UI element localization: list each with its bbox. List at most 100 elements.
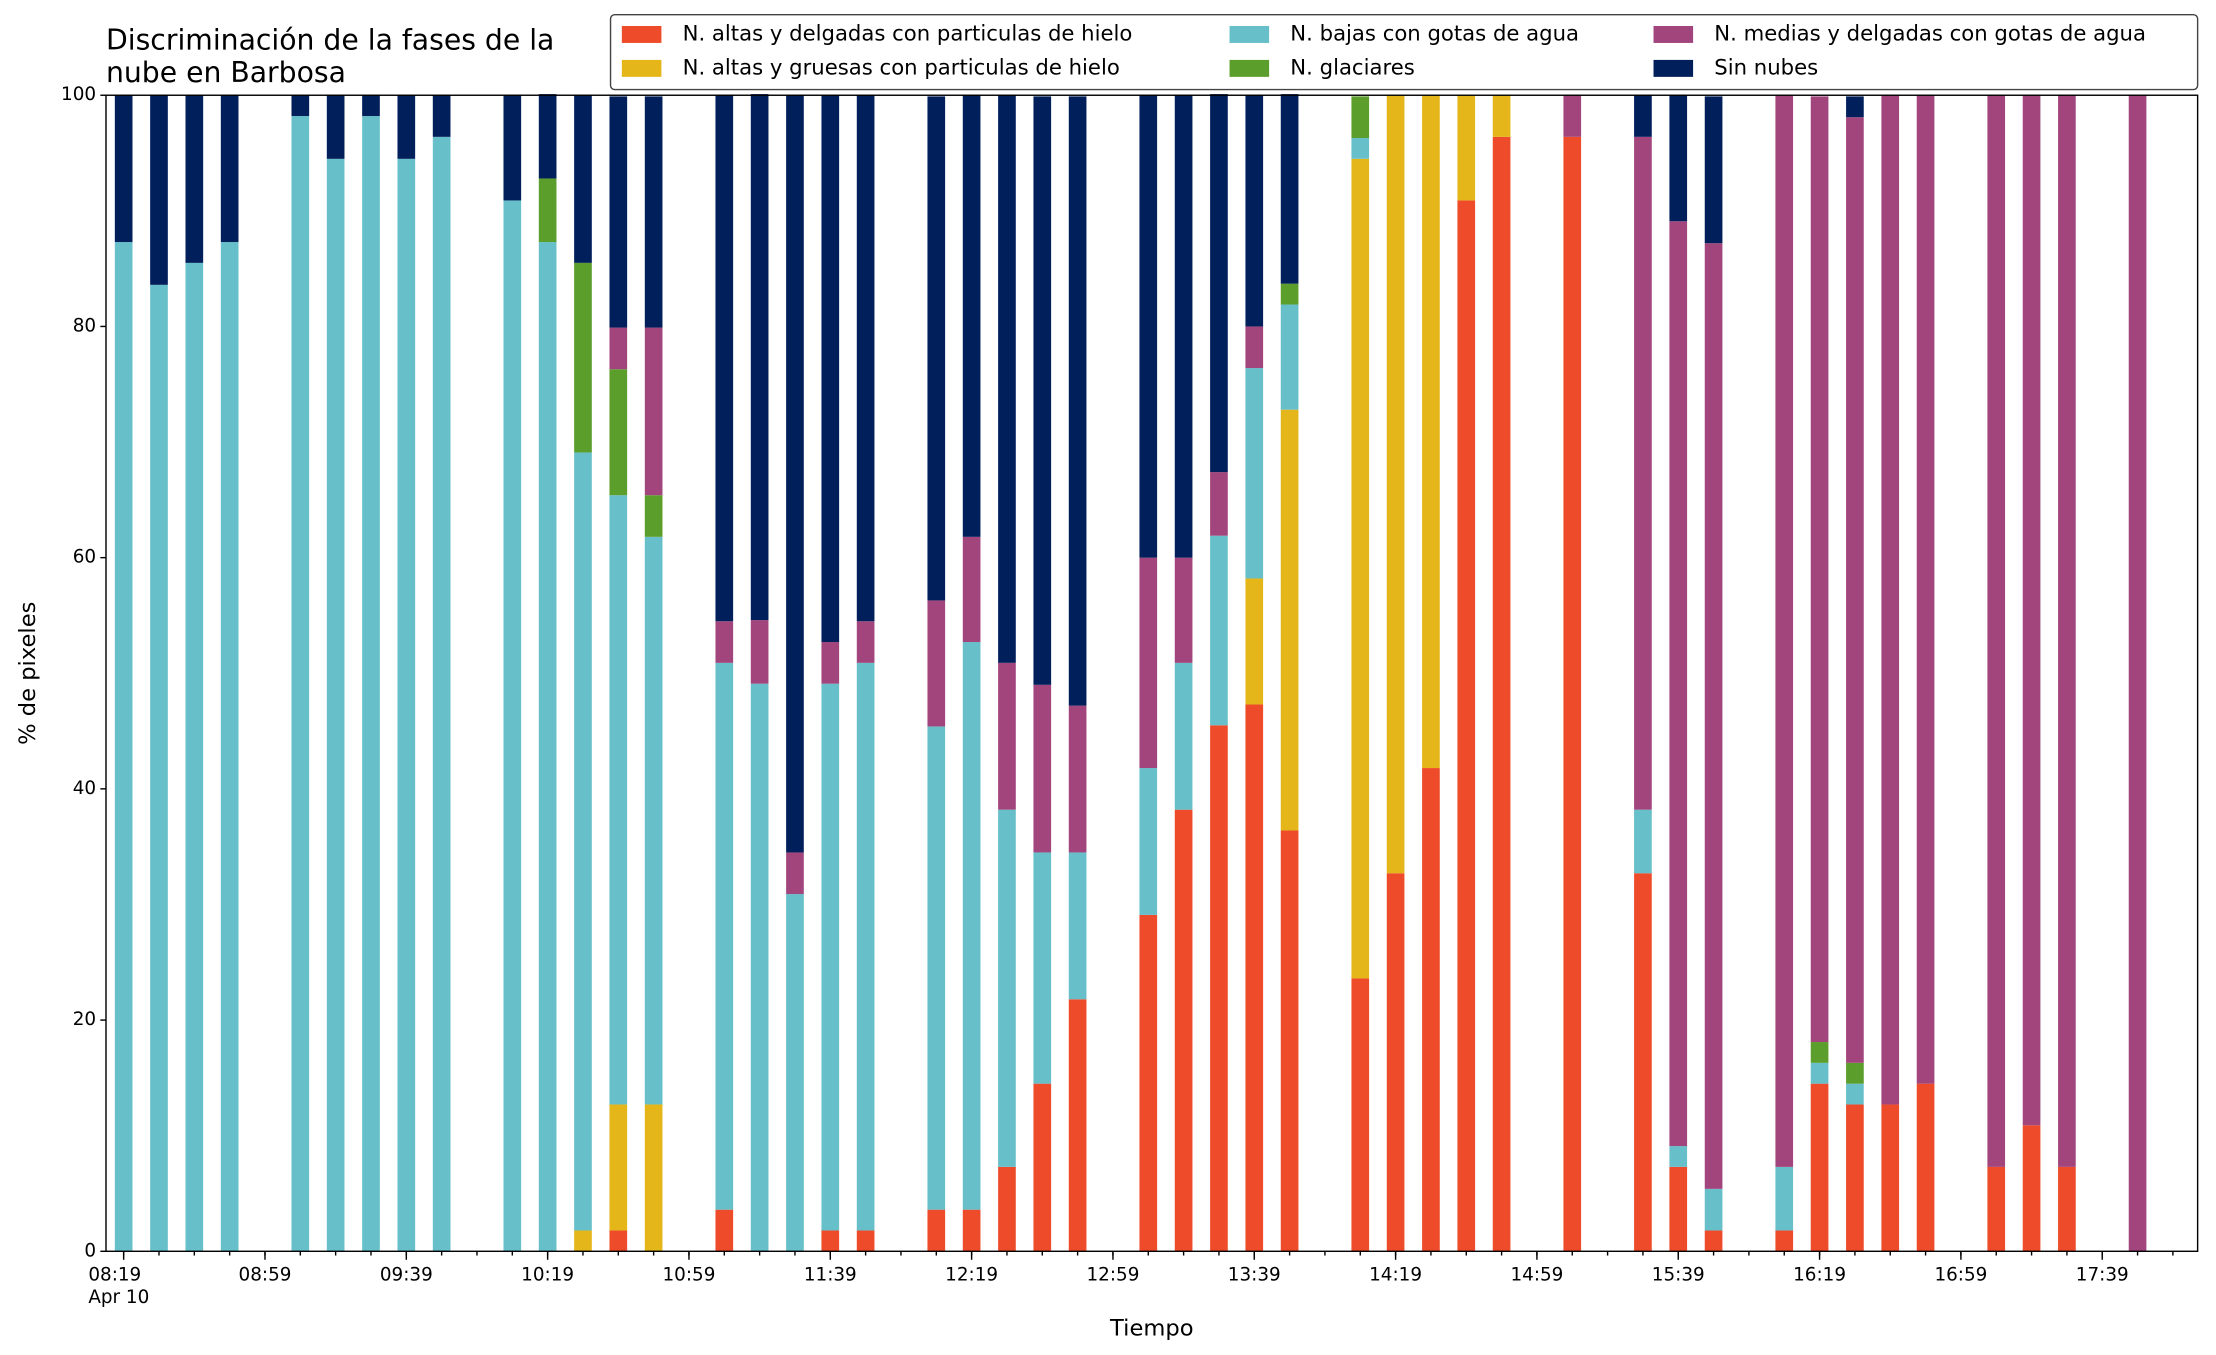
bar-segment — [538, 178, 557, 243]
legend-label: N. medias y delgadas con gotas de agua — [1714, 20, 2146, 45]
bar-segment — [1351, 158, 1370, 979]
bar-segment — [927, 1209, 946, 1252]
bar-segment — [1386, 873, 1405, 1252]
bar-segment — [1033, 1083, 1052, 1252]
bar-segment — [1210, 725, 1228, 1252]
x-tick-label: 14:19 — [1369, 1264, 1422, 1285]
bar-segment — [1068, 96, 1087, 706]
chart-title: Discriminación de la fases de la — [106, 24, 554, 57]
bar-segment — [1987, 1166, 2006, 1252]
bar-segment — [1245, 95, 1264, 327]
bar-segment — [1669, 1166, 1688, 1252]
bar-segment — [1280, 830, 1299, 1252]
bar-segment — [750, 683, 769, 1252]
y-tick-label: 80 — [73, 315, 96, 336]
bar-segment — [998, 662, 1016, 810]
bar-segment — [644, 1104, 663, 1252]
bar-segment — [2058, 95, 2076, 1167]
bar-segment — [715, 1209, 734, 1252]
legend-swatch — [1229, 25, 1270, 43]
y-tick-label: 20 — [73, 1009, 96, 1030]
bar-segment — [644, 327, 663, 496]
x-tick-label: 08:59 — [239, 1264, 292, 1285]
bar-segment — [1634, 136, 1652, 810]
bar-segment — [362, 116, 380, 1252]
y-tick-label: 100 — [61, 84, 96, 105]
bar-segment — [1174, 662, 1193, 810]
bar-segment — [397, 95, 416, 159]
bar-segment — [397, 158, 416, 1252]
bar-segment — [1881, 1104, 1900, 1252]
bar-segment — [1634, 873, 1652, 1252]
bar-segment — [1669, 1146, 1688, 1167]
bar-segment — [362, 95, 380, 117]
bar-segment — [1634, 95, 1652, 137]
bar-segment — [609, 495, 628, 1105]
bar-segment — [927, 600, 946, 727]
bar-segment — [1033, 96, 1052, 685]
bar-segment — [114, 242, 133, 1252]
bar-segment — [927, 96, 946, 601]
bar-segment — [150, 95, 168, 285]
bar-segment — [1881, 95, 1900, 1105]
x-tick-label: 15:39 — [1652, 1264, 1705, 1285]
x-tick-label: 10:59 — [663, 1264, 716, 1285]
bar-segment — [1704, 1230, 1723, 1252]
bar-segment — [1634, 809, 1652, 874]
x-tick-label: 09:39 — [380, 1264, 433, 1285]
y-axis-label: % de pixeles — [15, 602, 41, 745]
chart-title: nube en Barbosa — [106, 56, 346, 89]
bar-segment — [2058, 1166, 2076, 1252]
bar-segment — [1068, 852, 1087, 1000]
x-tick-label: 08:19 — [88, 1264, 141, 1285]
bar-segment — [1987, 95, 2006, 1167]
bar-segment — [1916, 1083, 1935, 1252]
bar-segment — [1422, 95, 1440, 769]
legend-box — [609, 13, 2199, 91]
bar-segment — [1775, 1166, 1794, 1231]
bar-segment — [574, 1230, 592, 1252]
bar-segment — [1669, 221, 1688, 1147]
legend-label: N. altas y gruesas con particulas de hie… — [683, 54, 1120, 79]
legend-label: N. bajas con gotas de agua — [1290, 20, 1579, 45]
x-tick-label: 12:59 — [1086, 1264, 1139, 1285]
legend-swatch — [1653, 25, 1694, 43]
bar-segment — [114, 95, 133, 243]
bar-segment — [150, 284, 168, 1252]
bar-segment — [1846, 1083, 1864, 1105]
bar-segment — [644, 495, 663, 537]
bar-segment — [1457, 95, 1476, 201]
bar-segment — [1245, 368, 1264, 579]
bar-segment — [1810, 1042, 1829, 1063]
bar-segment — [1704, 243, 1723, 1189]
bar-segment — [786, 894, 804, 1252]
bar-segment — [574, 95, 592, 263]
bar-segment — [1174, 557, 1193, 663]
bar-segment — [609, 1104, 628, 1231]
bar-segment — [856, 1230, 875, 1252]
bar-segment — [1351, 96, 1370, 139]
bar-segment — [786, 95, 804, 853]
bar-segment — [715, 621, 734, 663]
bar-segment — [1139, 557, 1158, 769]
bar-segment — [432, 136, 451, 1252]
legend-label: Sin nubes — [1714, 54, 1818, 79]
bar-segment — [1492, 136, 1511, 1252]
x-tick-label: 14:59 — [1510, 1264, 1563, 1285]
bar-segment — [503, 95, 522, 201]
bar-segment — [1386, 95, 1405, 874]
bar-segment — [1245, 326, 1264, 369]
bar-segment — [1669, 95, 1688, 222]
x-tick-date: Apr 10 — [88, 1287, 149, 1308]
bar-segment — [220, 95, 239, 243]
bar-segment — [538, 242, 557, 1252]
bar-segment — [1916, 95, 1935, 1084]
bar-segment — [1810, 96, 1829, 1043]
bar-segment — [715, 662, 734, 1210]
bar-segment — [750, 94, 769, 621]
bar-segment — [2022, 95, 2041, 1126]
bar-segment — [609, 1230, 628, 1252]
bar-segment — [856, 621, 875, 663]
bar-segment — [715, 95, 734, 622]
bar-segment — [185, 262, 204, 1252]
